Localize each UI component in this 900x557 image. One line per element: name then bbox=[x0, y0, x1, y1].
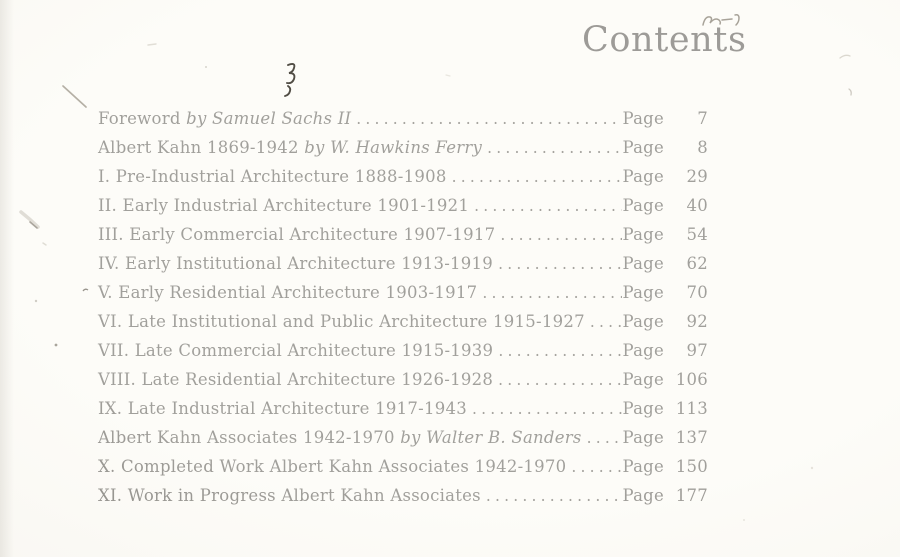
toc-page-number: 8 bbox=[697, 138, 708, 157]
toc-leader-dots: ........................................… bbox=[571, 458, 622, 476]
diagonal-slash-mark bbox=[62, 85, 87, 108]
toc-entry-author: by Walter B. Sanders bbox=[400, 428, 582, 447]
toc-page-number: 113 bbox=[675, 399, 708, 418]
table-of-contents: Foreword by Samuel Sachs II ............… bbox=[98, 104, 708, 510]
toc-page-word: Page bbox=[622, 225, 664, 244]
toc-row: Albert Kahn 1869-1942 by W. Hawkins Ferr… bbox=[98, 133, 708, 162]
toc-page-word: Page bbox=[622, 370, 664, 389]
toc-page-word: Page bbox=[622, 457, 664, 476]
toc-entry-text: I. Pre-Industrial Architecture 1888-1908 bbox=[98, 167, 447, 186]
toc-entry-text: IV. Early Institutional Architecture 191… bbox=[98, 254, 494, 273]
toc-page-number: 62 bbox=[686, 254, 708, 273]
toc-page-number: 92 bbox=[686, 312, 708, 331]
toc-entry-author: by Samuel Sachs II bbox=[186, 109, 352, 128]
toc-entry-text: VII. Late Commercial Architecture 1915-1… bbox=[98, 341, 494, 360]
toc-row: Albert Kahn Associates 1942-1970 by Walt… bbox=[98, 423, 708, 452]
toc-row: I. Pre-Industrial Architecture 1888-1908… bbox=[98, 162, 708, 191]
toc-leader-dots: ........................................… bbox=[589, 313, 623, 331]
toc-page-number: 97 bbox=[686, 341, 708, 360]
toc-page-word: Page bbox=[622, 254, 664, 273]
toc-leader-dots: ........................................… bbox=[498, 255, 622, 273]
toc-row: IX. Late Industrial Architecture 1917-19… bbox=[98, 394, 708, 423]
toc-page-number: 177 bbox=[675, 486, 708, 505]
toc-entry-text: III. Early Commercial Architecture 1907-… bbox=[98, 225, 496, 244]
toc-page-number: 54 bbox=[686, 225, 708, 244]
toc-leader-dots: ........................................… bbox=[500, 226, 622, 244]
margin-smudge bbox=[19, 210, 47, 246]
toc-page-number: 106 bbox=[675, 370, 708, 389]
toc-entry-text: VIII. Late Residential Architecture 1926… bbox=[98, 370, 494, 389]
page-title: Contents bbox=[582, 20, 747, 60]
toc-page-word: Page bbox=[622, 428, 664, 447]
toc-page-number: 150 bbox=[675, 457, 708, 476]
toc-leader-dots: ........................................… bbox=[356, 110, 622, 128]
toc-page-number: 40 bbox=[686, 196, 708, 215]
toc-page-number: 29 bbox=[686, 167, 708, 186]
toc-row: VI. Late Institutional and Public Archit… bbox=[98, 307, 708, 336]
ink-squiggle-mark bbox=[284, 63, 296, 97]
toc-leader-dots: ........................................… bbox=[451, 168, 623, 186]
toc-page-word: Page bbox=[622, 399, 664, 418]
toc-entry-text: XI. Work in Progress Albert Kahn Associa… bbox=[98, 486, 481, 505]
toc-leader-dots: ........................................… bbox=[498, 342, 622, 360]
toc-entry-text: X. Completed Work Albert Kahn Associates… bbox=[98, 457, 567, 476]
toc-page-word: Page bbox=[622, 109, 664, 128]
toc-leader-dots: ........................................… bbox=[586, 429, 623, 447]
toc-leader-dots: ........................................… bbox=[471, 400, 623, 418]
toc-leader-dots: ........................................… bbox=[474, 197, 622, 215]
toc-row: IV. Early Institutional Architecture 191… bbox=[98, 249, 708, 278]
toc-row: II. Early Industrial Architecture 1901-1… bbox=[98, 191, 708, 220]
toc-page-word: Page bbox=[622, 138, 664, 157]
toc-entry-text: Albert Kahn Associates 1942-1970 bbox=[98, 428, 401, 447]
toc-entry-text: IX. Late Industrial Architecture 1917-19… bbox=[98, 399, 467, 418]
toc-row: III. Early Commercial Architecture 1907-… bbox=[98, 220, 708, 249]
tick-mark bbox=[82, 288, 89, 292]
toc-leader-dots: ........................................… bbox=[482, 284, 622, 302]
toc-row: VII. Late Commercial Architecture 1915-1… bbox=[98, 336, 708, 365]
toc-page-word: Page bbox=[622, 312, 664, 331]
toc-entry-text: VI. Late Institutional and Public Archit… bbox=[98, 312, 585, 331]
toc-row: Foreword by Samuel Sachs II ............… bbox=[98, 104, 708, 133]
toc-page-number: 70 bbox=[686, 283, 708, 302]
toc-entry-text: II. Early Industrial Architecture 1901-1… bbox=[98, 196, 470, 215]
toc-entry-text: Albert Kahn 1869-1942 bbox=[98, 138, 305, 157]
toc-row: X. Completed Work Albert Kahn Associates… bbox=[98, 452, 708, 481]
toc-page-word: Page bbox=[622, 341, 664, 360]
toc-leader-dots: ........................................… bbox=[487, 139, 622, 157]
toc-leader-dots: ........................................… bbox=[498, 371, 622, 389]
toc-leader-dots: ........................................… bbox=[485, 487, 623, 505]
toc-page-word: Page bbox=[622, 196, 664, 215]
toc-page-number: 7 bbox=[697, 109, 708, 128]
toc-page-number: 137 bbox=[675, 428, 708, 447]
toc-row: XI. Work in Progress Albert Kahn Associa… bbox=[98, 481, 708, 510]
toc-page-word: Page bbox=[622, 167, 664, 186]
toc-page-word: Page bbox=[622, 283, 664, 302]
toc-row: V. Early Residential Architecture 1903-1… bbox=[98, 278, 708, 307]
toc-entry-text: V. Early Residential Architecture 1903-1… bbox=[98, 283, 478, 302]
toc-entry-author: by W. Hawkins Ferry bbox=[304, 138, 483, 157]
toc-row: VIII. Late Residential Architecture 1926… bbox=[98, 365, 708, 394]
toc-entry-text: Foreword bbox=[98, 109, 187, 128]
toc-page-word: Page bbox=[622, 486, 664, 505]
